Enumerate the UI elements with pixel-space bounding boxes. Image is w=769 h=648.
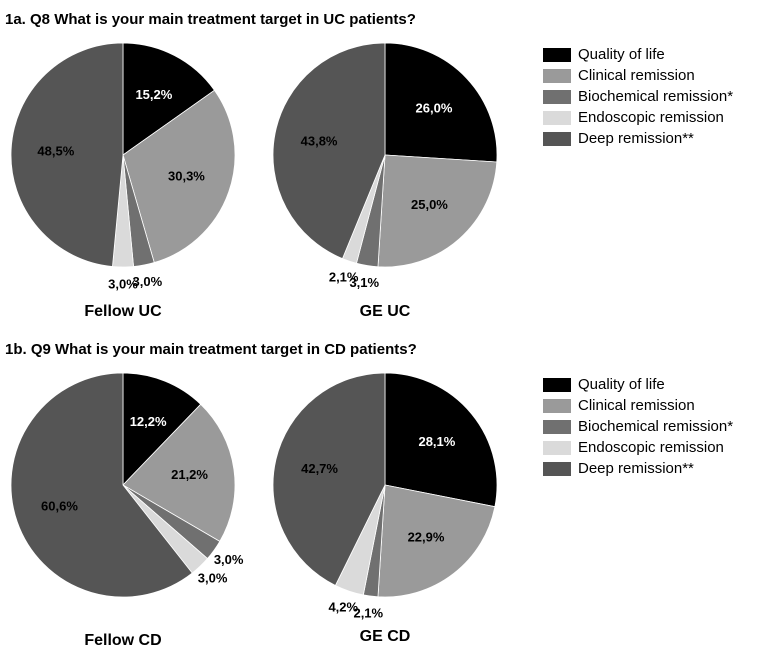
value-label: 30,3% <box>168 169 205 184</box>
legend-label: Deep remission** <box>578 130 694 147</box>
pie-label: Fellow CD <box>84 632 161 648</box>
value-label: 42,7% <box>301 461 338 476</box>
legend-swatch <box>543 399 571 413</box>
legend-label: Clinical remission <box>578 397 695 414</box>
value-label: 25,0% <box>411 197 448 212</box>
value-label: 3,0% <box>214 552 244 567</box>
pie-slice <box>122 403 236 542</box>
value-label: 26,0% <box>416 100 453 115</box>
value-label: 3,0% <box>108 276 138 291</box>
value-label: 3,0% <box>133 274 163 289</box>
value-label: 22,9% <box>408 530 445 545</box>
pie-slice <box>377 484 496 598</box>
value-label: 15,2% <box>135 87 172 102</box>
pie-slice <box>122 372 202 486</box>
pie-label: Fellow UC <box>84 303 162 320</box>
pie-label: GE UC <box>360 303 411 320</box>
chart-title: 1b. Q9 What is your main treatment targe… <box>5 341 417 358</box>
legend-swatch <box>543 69 571 83</box>
legend-swatch <box>543 48 571 62</box>
legend-label: Biochemical remission* <box>578 418 733 435</box>
value-label: 21,2% <box>171 467 208 482</box>
legend-swatch <box>543 132 571 146</box>
pie-slice <box>272 372 386 586</box>
pie-label: GE CD <box>360 628 411 645</box>
pie-slice <box>10 42 124 267</box>
legend-label: Quality of life <box>578 46 665 63</box>
legend-label: Biochemical remission* <box>578 88 733 105</box>
pie-slice <box>122 42 215 156</box>
legend-label: Endoscopic remission <box>578 439 724 456</box>
value-label: 4,2% <box>328 600 358 615</box>
legend-label: Quality of life <box>578 376 665 393</box>
pie-slice <box>272 42 386 260</box>
value-label: 2,1% <box>329 270 359 285</box>
pie-slice <box>377 154 498 268</box>
legend-label: Endoscopic remission <box>578 109 724 126</box>
pie-slice <box>384 372 498 508</box>
pie-slice <box>10 372 193 598</box>
legend-label: Clinical remission <box>578 67 695 84</box>
value-label: 3,0% <box>198 571 228 586</box>
legend-swatch <box>543 420 571 434</box>
legend-swatch <box>543 378 571 392</box>
chart-title: 1a. Q8 What is your main treatment targe… <box>5 11 416 28</box>
value-label: 48,5% <box>37 143 74 158</box>
legend-swatch <box>543 90 571 104</box>
legend-label: Deep remission** <box>578 460 694 477</box>
value-label: 43,8% <box>301 133 338 148</box>
pie-slice <box>384 42 498 163</box>
value-label: 12,2% <box>130 414 167 429</box>
value-label: 60,6% <box>41 498 78 513</box>
value-label: 28,1% <box>418 434 455 449</box>
value-label: 3,1% <box>349 275 379 290</box>
legend-swatch <box>543 441 571 455</box>
legend-swatch <box>543 111 571 125</box>
pie-slice <box>122 89 236 264</box>
value-label: 2,1% <box>353 605 383 620</box>
legend-swatch <box>543 462 571 476</box>
